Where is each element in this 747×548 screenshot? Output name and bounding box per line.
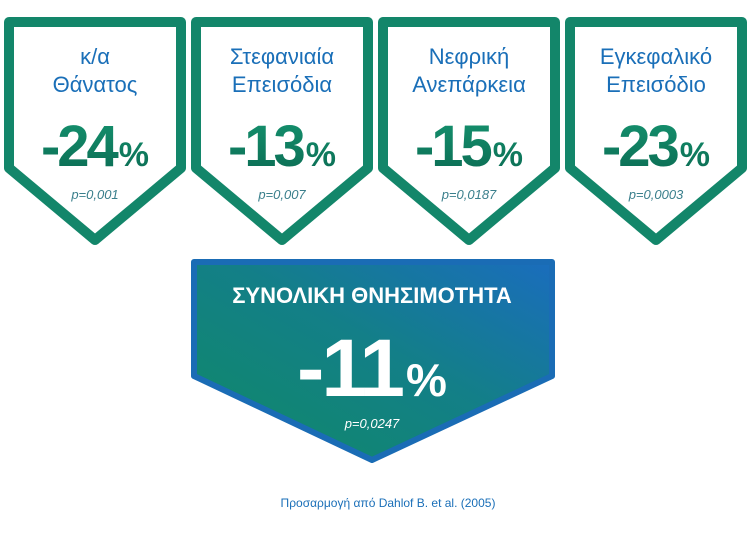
card-p: p=0,0003 (628, 187, 684, 202)
card-value: -24 (41, 114, 119, 179)
card-p: p=0,001 (70, 187, 118, 202)
card-value-text: -15% (415, 114, 523, 179)
card-title: Στεφανιαία (230, 44, 335, 69)
card-title: Ανεπάρκεια (412, 72, 526, 97)
card-unit: % (493, 136, 523, 174)
card-p: p=0,0187 (441, 187, 497, 202)
total-value: -11 (297, 323, 403, 414)
card-unit: % (119, 136, 149, 174)
card (4, 17, 186, 245)
card (378, 17, 560, 245)
total-value-text: -11% (297, 323, 447, 414)
card (565, 17, 747, 245)
card-unit: % (306, 136, 336, 174)
card-value-text: -24% (41, 114, 149, 179)
total-p: p=0,0247 (344, 416, 400, 431)
card-value: -13 (228, 114, 305, 179)
card-title: Θάνατος (53, 72, 138, 97)
card-title: Επεισόδια (232, 72, 332, 97)
footer: Προσαρμογή από Dahlof B. et al. (2005) (281, 496, 496, 510)
card (191, 17, 373, 245)
card-title: κ/α (80, 44, 110, 69)
card-p: p=0,007 (257, 187, 306, 202)
card-title: Επεισόδιο (606, 72, 706, 97)
card-value-text: -13% (228, 114, 336, 179)
card-unit: % (680, 136, 710, 174)
total-card (191, 259, 555, 463)
card-value-text: -23% (602, 114, 710, 179)
total-unit: % (406, 354, 447, 406)
total-title: ΣΥΝΟΛΙΚΗ ΘΝΗΣΙΜΟΤΗΤΑ (232, 283, 512, 308)
card-title: Εγκεφαλικό (600, 44, 712, 69)
card-value: -23 (602, 114, 679, 179)
card-value: -15 (415, 114, 492, 179)
card-title: Νεφρική (429, 44, 510, 69)
